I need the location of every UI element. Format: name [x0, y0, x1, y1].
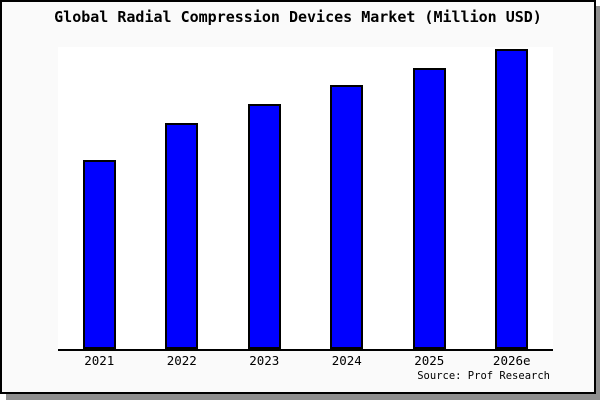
x-axis-label-2021: 2021	[84, 353, 115, 368]
bar-2022	[165, 123, 199, 349]
bar-column-2024	[306, 85, 389, 349]
bar-column-2025	[388, 68, 471, 349]
x-axis-label-2023: 2023	[249, 353, 280, 368]
x-axis-labels: 2021 2022 2023 2024 2025 2026e	[58, 354, 553, 368]
bar-2026e	[495, 49, 529, 349]
bar-2025	[412, 68, 446, 349]
x-axis-label-2025: 2025	[414, 353, 445, 368]
source-credit: Source: Prof Research	[417, 370, 550, 382]
bar-column-2026e	[471, 49, 554, 349]
plot-area	[58, 47, 553, 351]
bar-2023	[247, 104, 281, 349]
chart-title: Global Radial Compression Devices Market…	[54, 8, 542, 26]
bar-2024	[330, 85, 364, 349]
x-axis-label-2022: 2022	[166, 353, 197, 368]
bars-container	[58, 47, 553, 349]
bar-column-2022	[141, 123, 224, 349]
x-axis-label-2026e: 2026e	[492, 353, 531, 368]
bar-column-2023	[223, 104, 306, 349]
bar-2021	[82, 160, 116, 349]
chart-frame: Global Radial Compression Devices Market…	[0, 0, 596, 394]
bar-column-2021	[58, 160, 141, 349]
x-axis-label-2024: 2024	[331, 353, 362, 368]
